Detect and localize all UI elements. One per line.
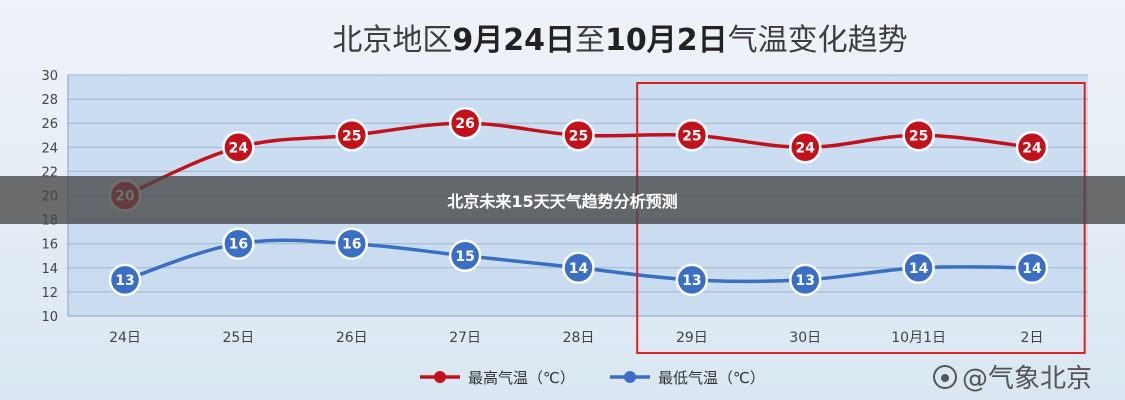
- data-point: [222, 131, 255, 164]
- data-point: [335, 227, 368, 260]
- data-label: 25: [342, 128, 361, 144]
- chart-title-part: 9月24日: [452, 23, 575, 58]
- x-tick-label: 29日: [676, 330, 708, 346]
- x-tick-label: 27日: [449, 330, 481, 346]
- caption-text: 北京未来15天天气趋势分析预测: [447, 192, 678, 211]
- data-point: [675, 263, 709, 297]
- data-label: 25: [569, 128, 588, 144]
- y-tick-label: 14: [41, 262, 58, 277]
- x-tick-label: 30日: [789, 330, 821, 346]
- chart-title: 北京地区9月24日至10月2日气温变化趋势: [332, 23, 907, 58]
- data-point: [562, 251, 595, 285]
- data-point: [448, 106, 482, 140]
- y-tick-label: 10: [41, 310, 58, 325]
- chart-title-part: 气温变化趋势: [728, 23, 908, 58]
- data-label: 25: [682, 128, 701, 144]
- data-label: 14: [909, 261, 929, 277]
- data-label: 24: [229, 140, 249, 156]
- y-tick-label: 24: [41, 141, 58, 156]
- data-label: 13: [115, 273, 134, 289]
- legend-label: 最高气温（℃）: [468, 369, 575, 387]
- y-tick-label: 12: [41, 286, 58, 301]
- legend-marker: [624, 371, 636, 383]
- x-tick-label: 25日: [222, 330, 254, 346]
- data-point: [1015, 251, 1049, 285]
- data-label: 15: [455, 249, 474, 265]
- chart-title-part: 至: [575, 23, 605, 58]
- watermark: @气象北京: [933, 364, 1092, 394]
- data-point: [789, 263, 822, 297]
- data-point: [1015, 131, 1049, 164]
- data-point: [335, 119, 368, 152]
- chart-title-part: 10月2日: [605, 23, 728, 58]
- data-point: [108, 263, 142, 297]
- data-label: 16: [342, 237, 361, 253]
- caption-banner: 北京未来15天天气趋势分析预测: [0, 176, 1125, 224]
- data-label: 13: [796, 273, 815, 289]
- data-point: [448, 239, 482, 272]
- data-label: 25: [909, 128, 928, 144]
- data-point: [902, 251, 935, 285]
- data-label: 14: [569, 261, 589, 277]
- data-point: [562, 119, 595, 152]
- weibo-icon: [933, 365, 957, 389]
- data-label: 24: [796, 140, 816, 156]
- weibo-icon-dot: [941, 374, 949, 382]
- data-point: [222, 227, 255, 260]
- data-label: 13: [682, 273, 701, 289]
- x-tick-label: 26日: [336, 330, 368, 346]
- chart-title-part: 北京地区: [332, 23, 452, 58]
- data-label: 16: [229, 237, 248, 253]
- data-point: [902, 119, 935, 152]
- data-label: 24: [1022, 140, 1042, 156]
- x-tick-label: 2日: [1021, 330, 1044, 346]
- data-point: [675, 119, 709, 152]
- legend-label: 最低气温（℃）: [658, 369, 765, 387]
- y-tick-label: 28: [41, 93, 58, 108]
- data-label: 26: [455, 116, 474, 132]
- data-label: 14: [1022, 261, 1042, 277]
- x-tick-label: 24日: [109, 330, 141, 346]
- y-tick-label: 30: [41, 69, 58, 84]
- x-tick-label: 28日: [563, 330, 595, 346]
- y-tick-label: 26: [41, 117, 58, 132]
- data-point: [789, 131, 822, 164]
- y-tick-label: 16: [41, 238, 58, 253]
- legend-marker: [434, 371, 446, 383]
- x-tick-label: 10月1日: [891, 330, 946, 346]
- watermark-text: @气象北京: [962, 364, 1092, 394]
